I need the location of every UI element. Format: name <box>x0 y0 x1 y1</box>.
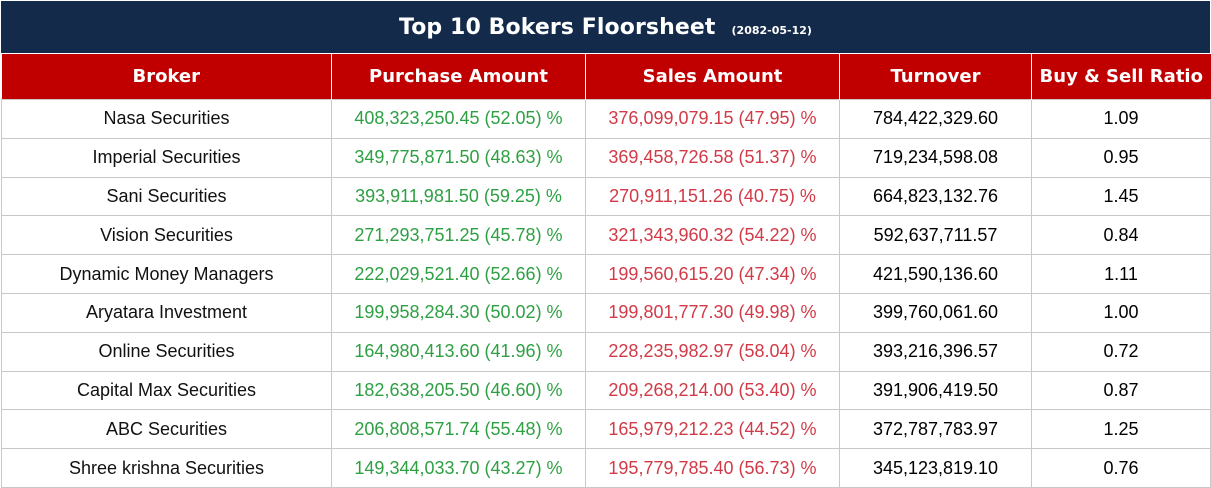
purchase-cell: 271,293,751.25 (45.78) % <box>331 215 586 256</box>
broker-cell: Aryatara Investment <box>1 292 332 333</box>
broker-cell: Nasa Securities <box>1 99 332 139</box>
turnover-cell: 664,823,132.76 <box>839 176 1032 217</box>
purchase-cell: 164,980,413.60 (41.96) % <box>331 331 586 372</box>
column-header-purchase: Purchase Amount <box>331 54 586 100</box>
header-row: Broker Purchase Amount Sales Amount Turn… <box>1 54 1211 100</box>
purchase-cell: 199,958,284.30 (50.02) % <box>331 292 586 333</box>
report-date: (2082-05-12) <box>731 23 812 37</box>
column-header-ratio: Buy & Sell Ratio <box>1031 54 1211 100</box>
sales-cell: 199,801,777.30 (49.98) % <box>585 292 840 333</box>
turnover-cell: 399,760,061.60 <box>839 292 1032 333</box>
table-row: Vision Securities 271,293,751.25 (45.78)… <box>1 215 1211 256</box>
column-header-broker: Broker <box>1 54 332 100</box>
broker-cell: Shree krishna Securities <box>1 448 332 488</box>
title-bar: Top 10 Bokers Floorsheet (2082-05-12) <box>1 1 1210 53</box>
broker-cell: ABC Securities <box>1 409 332 450</box>
purchase-cell: 222,029,521.40 (52.66) % <box>331 254 586 294</box>
turnover-cell: 421,590,136.60 <box>839 254 1032 294</box>
purchase-cell: 408,323,250.45 (52.05) % <box>331 99 586 139</box>
purchase-cell: 349,775,871.50 (48.63) % <box>331 137 586 178</box>
purchase-cell: 149,344,033.70 (43.27) % <box>331 448 586 488</box>
table-header: Broker Purchase Amount Sales Amount Turn… <box>1 54 1211 100</box>
ratio-cell: 0.84 <box>1031 215 1211 256</box>
ratio-cell: 1.25 <box>1031 409 1211 450</box>
sales-cell: 376,099,079.15 (47.95) % <box>585 99 840 139</box>
table-row: ABC Securities 206,808,571.74 (55.48) % … <box>1 409 1211 450</box>
turnover-cell: 372,787,783.97 <box>839 409 1032 450</box>
sales-cell: 195,779,785.40 (56.73) % <box>585 448 840 488</box>
table-row: Nasa Securities 408,323,250.45 (52.05) %… <box>1 99 1211 139</box>
ratio-cell: 0.87 <box>1031 370 1211 411</box>
sales-cell: 369,458,726.58 (51.37) % <box>585 137 840 178</box>
table-row: Aryatara Investment 199,958,284.30 (50.0… <box>1 292 1211 333</box>
table-row: Online Securities 164,980,413.60 (41.96)… <box>1 331 1211 372</box>
broker-cell: Dynamic Money Managers <box>1 254 332 294</box>
column-header-sales: Sales Amount <box>585 54 840 100</box>
table-row: Capital Max Securities 182,638,205.50 (4… <box>1 370 1211 411</box>
sales-cell: 199,560,615.20 (47.34) % <box>585 254 840 294</box>
broker-table: Broker Purchase Amount Sales Amount Turn… <box>1 54 1211 488</box>
ratio-cell: 0.72 <box>1031 331 1211 372</box>
sales-cell: 321,343,960.32 (54.22) % <box>585 215 840 256</box>
sales-cell: 165,979,212.23 (44.52) % <box>585 409 840 450</box>
turnover-cell: 719,234,598.08 <box>839 137 1032 178</box>
report-title: Top 10 Bokers Floorsheet <box>399 14 716 40</box>
ratio-cell: 1.00 <box>1031 292 1211 333</box>
sales-cell: 270,911,151.26 (40.75) % <box>585 176 840 217</box>
ratio-cell: 0.76 <box>1031 448 1211 488</box>
purchase-cell: 182,638,205.50 (46.60) % <box>331 370 586 411</box>
ratio-cell: 1.09 <box>1031 99 1211 139</box>
sales-cell: 228,235,982.97 (58.04) % <box>585 331 840 372</box>
column-header-turnover: Turnover <box>839 54 1032 100</box>
broker-cell: Vision Securities <box>1 215 332 256</box>
broker-cell: Online Securities <box>1 331 332 372</box>
ratio-cell: 0.95 <box>1031 137 1211 178</box>
purchase-cell: 393,911,981.50 (59.25) % <box>331 176 586 217</box>
turnover-cell: 784,422,329.60 <box>839 99 1032 139</box>
turnover-cell: 592,637,711.57 <box>839 215 1032 256</box>
broker-cell: Sani Securities <box>1 176 332 217</box>
turnover-cell: 393,216,396.57 <box>839 331 1032 372</box>
table-row: Dynamic Money Managers 222,029,521.40 (5… <box>1 254 1211 294</box>
broker-cell: Capital Max Securities <box>1 370 332 411</box>
table-row: Imperial Securities 349,775,871.50 (48.6… <box>1 137 1211 178</box>
table-body: Nasa Securities 408,323,250.45 (52.05) %… <box>1 99 1211 488</box>
table-row: Sani Securities 393,911,981.50 (59.25) %… <box>1 176 1211 217</box>
sales-cell: 209,268,214.00 (53.40) % <box>585 370 840 411</box>
purchase-cell: 206,808,571.74 (55.48) % <box>331 409 586 450</box>
ratio-cell: 1.11 <box>1031 254 1211 294</box>
broker-cell: Imperial Securities <box>1 137 332 178</box>
turnover-cell: 345,123,819.10 <box>839 448 1032 488</box>
table-row: Shree krishna Securities 149,344,033.70 … <box>1 448 1211 488</box>
turnover-cell: 391,906,419.50 <box>839 370 1032 411</box>
ratio-cell: 1.45 <box>1031 176 1211 217</box>
